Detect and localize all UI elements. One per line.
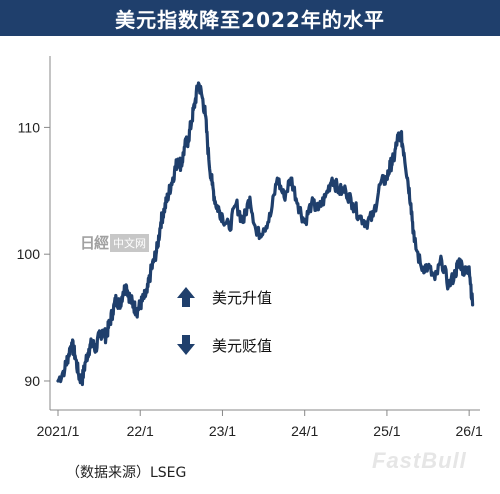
x-tick-label: 23/1 <box>209 423 236 439</box>
arrow-down-icon <box>177 335 195 355</box>
chart-title: 美元指数降至2022年的水平 <box>115 7 385 32</box>
y-tick-label: 110 <box>18 119 41 135</box>
x-tick-label: 24/1 <box>291 423 318 439</box>
x-tick-label: 26/1 <box>456 423 483 439</box>
x-tick-label: 2021/1 <box>37 423 80 439</box>
y-axis: 90 100 110 <box>17 56 51 410</box>
x-tick-label: 25/1 <box>373 423 400 439</box>
nikkei-watermark: 日經 中文网 <box>80 232 150 253</box>
legend: 美元升值 美元贬值 <box>177 287 272 355</box>
x-tick-label: 22/1 <box>127 423 154 439</box>
x-ticks: 2021/1 22/1 23/1 24/1 25/1 26/1 <box>37 410 483 439</box>
y-ticks: 90 100 110 <box>17 119 50 389</box>
x-axis: 2021/1 22/1 23/1 24/1 25/1 26/1 <box>37 409 483 439</box>
dollar-index-chart: 90 100 110 2021/1 22/1 23/1 24/1 25/1 26/1 美元升值… <box>17 56 483 439</box>
title-bar: 美元指数降至2022年的水平 <box>0 0 500 36</box>
watermark-stamp: 日經 <box>80 234 109 252</box>
watermark-badge: 中文网 <box>110 233 150 252</box>
fastbull-watermark: FastBull <box>372 448 467 473</box>
series-line-dollar-index <box>56 81 475 387</box>
legend-down-label: 美元贬值 <box>212 337 272 355</box>
data-source: （数据来源）LSEG <box>66 465 187 481</box>
y-tick-label: 90 <box>24 373 40 389</box>
arrow-up-icon <box>177 287 195 307</box>
legend-up-label: 美元升值 <box>212 289 272 307</box>
y-tick-label: 100 <box>17 246 41 262</box>
